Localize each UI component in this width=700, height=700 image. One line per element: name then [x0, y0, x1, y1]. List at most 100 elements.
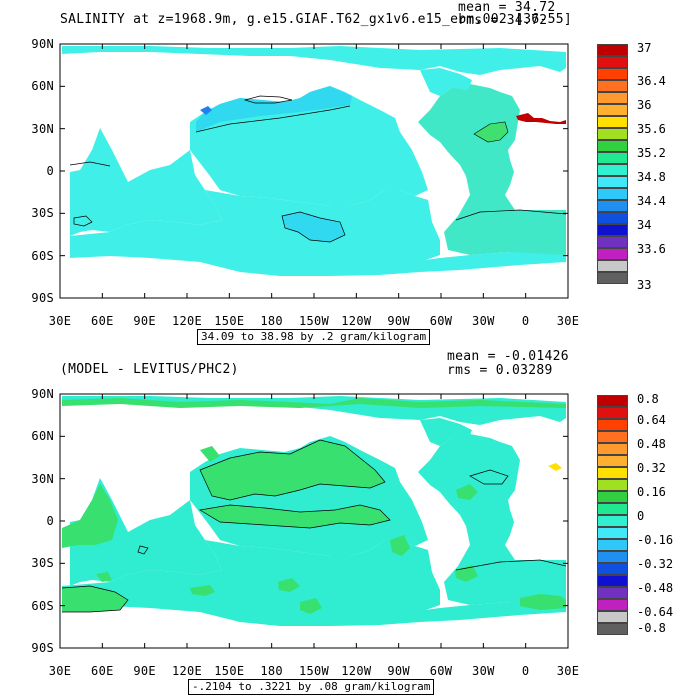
- lon-tick-label: 120W: [341, 664, 372, 678]
- lat-tick-label: 90N: [31, 37, 54, 51]
- colorbar-swatch: [597, 272, 628, 284]
- lat-tick-label: 60N: [31, 79, 54, 94]
- colorbar-swatch: [597, 611, 628, 623]
- colorbar-label: 34.4: [637, 194, 666, 208]
- colorbar-swatch: [597, 260, 628, 272]
- colorbar-swatch: [597, 431, 628, 443]
- colorbar-swatch: [597, 176, 628, 188]
- lon-tick-label: 120W: [341, 314, 372, 328]
- lon-tick-label: 30E: [48, 314, 72, 328]
- lon-tick-label: 150E: [214, 664, 245, 678]
- lon-tick-label: 60E: [91, 314, 114, 328]
- colorbar-swatch: [597, 587, 628, 599]
- lon-tick-label: 30E: [48, 664, 72, 678]
- colorbar-swatch: [597, 128, 628, 140]
- panel1-southern-ocean: [70, 220, 566, 276]
- colorbar-swatch: [597, 515, 628, 527]
- lon-tick-label: 90W: [387, 664, 410, 678]
- lon-tick-label: 0: [521, 664, 530, 678]
- colorbar-swatch: [597, 44, 628, 56]
- panel1-north-pacific-band: [196, 86, 352, 132]
- colorbar-label: -0.16: [637, 533, 674, 547]
- panel2-mean: mean = -0.01426: [447, 349, 569, 364]
- colorbar-swatch: [597, 575, 628, 587]
- colorbar-label: 35.2: [637, 146, 666, 160]
- colorbar-swatch: [597, 56, 628, 68]
- colorbar-swatch: [597, 224, 628, 236]
- panel2-range-label: -.2104 to .3221 by .08 gram/kilogram: [188, 679, 435, 695]
- colorbar-label: 0.32: [637, 461, 666, 475]
- colorbar-swatch: [597, 527, 628, 539]
- lat-tick-label: 90S: [31, 291, 54, 305]
- lon-tick-label: 60W: [429, 314, 453, 328]
- colorbar-swatch: [597, 443, 628, 455]
- panel2-atlantic: [418, 434, 566, 605]
- colorbar-swatch: [597, 164, 628, 176]
- colorbar-label: -0.8: [637, 621, 666, 635]
- lon-tick-label: 30W: [472, 664, 495, 678]
- panel2-rms: rms = 0.03289: [447, 363, 553, 378]
- lat-tick-label: 30N: [31, 121, 54, 136]
- lat-tick-label: 60S: [31, 598, 54, 613]
- colorbar-label: 0: [637, 509, 645, 523]
- panel1-med-outflow: [516, 113, 566, 124]
- lon-tick-label: 30E: [556, 314, 580, 328]
- colorbar-swatch: [597, 419, 628, 431]
- panel2-map: [59, 393, 569, 649]
- lat-tick-label: 60N: [31, 429, 54, 444]
- colorbar-label: 33: [637, 278, 652, 292]
- colorbar-swatch: [597, 491, 628, 503]
- lat-tick-label: 90N: [31, 387, 54, 401]
- panel1-mean: mean = 34.72: [458, 0, 556, 15]
- colorbar-swatch: [597, 395, 628, 407]
- lat-tick-label: 60S: [31, 248, 54, 263]
- lat-tick-label: 90S: [31, 641, 54, 655]
- colorbar-swatch: [597, 200, 628, 212]
- colorbar-swatch: [597, 212, 628, 224]
- panel1-arctic: [62, 46, 566, 75]
- panel1-title: SALINITY at z=1968.9m, g.e15.GIAF.T62_gx…: [60, 12, 572, 27]
- colorbar-swatch: [597, 539, 628, 551]
- lon-tick-label: 30W: [472, 314, 495, 328]
- panel1-map: [59, 43, 569, 299]
- colorbar-swatch: [597, 407, 628, 419]
- colorbar-swatch: [597, 248, 628, 260]
- lat-tick-label: 30N: [31, 471, 54, 486]
- colorbar-swatch: [597, 236, 628, 248]
- lat-tick-label: 30S: [31, 556, 54, 571]
- colorbar-swatch: [597, 503, 628, 515]
- panel1-colorbar: 37 36.4 36 35.6 35.2 34.8 34.4 34 33.6 33: [597, 41, 687, 292]
- colorbar-label: 0.8: [637, 392, 659, 406]
- lon-tick-label: 180: [260, 314, 283, 328]
- panel1-rms: rms = 34.72: [458, 13, 548, 28]
- panel1-okhotsk: [200, 106, 212, 115]
- panel2-labrador: [420, 418, 472, 446]
- colorbar-swatch: [597, 152, 628, 164]
- colorbar-swatch: [597, 80, 628, 92]
- colorbar-label: 34.8: [637, 170, 666, 184]
- lon-tick-label: 120E: [171, 314, 203, 328]
- colorbar-swatch: [597, 623, 628, 635]
- lon-tick-label: 120E: [171, 664, 203, 678]
- colorbar-swatch: [597, 104, 628, 116]
- colorbar-swatch: [597, 599, 628, 611]
- lon-tick-label: 90W: [387, 314, 410, 328]
- panel1-atlantic: [418, 84, 566, 255]
- colorbar-label: 36: [637, 98, 652, 112]
- panel1-range-label: 34.09 to 38.98 by .2 gram/kilogram: [197, 329, 431, 345]
- colorbar-label: 36.4: [637, 74, 666, 88]
- colorbar-label: 0.16: [637, 485, 666, 499]
- panel2-colorbar: 0.8 0.64 0.48 0.32 0.16 0 -0.16 -0.32 -0.48 -0.64…: [597, 392, 687, 640]
- lat-tick-label: 30S: [31, 206, 54, 221]
- lon-tick-label: 60E: [91, 664, 114, 678]
- colorbar-swatch: [597, 140, 628, 152]
- lat-tick-label: 0: [46, 164, 54, 178]
- lon-tick-label: 150E: [214, 314, 245, 328]
- colorbar-swatch: [597, 479, 628, 491]
- colorbar-swatch: [597, 563, 628, 575]
- colorbar-label: 33.6: [637, 242, 666, 256]
- lat-tick-label: 0: [46, 514, 54, 528]
- lon-tick-label: 90E: [133, 314, 156, 328]
- lon-tick-label: 150W: [298, 314, 330, 328]
